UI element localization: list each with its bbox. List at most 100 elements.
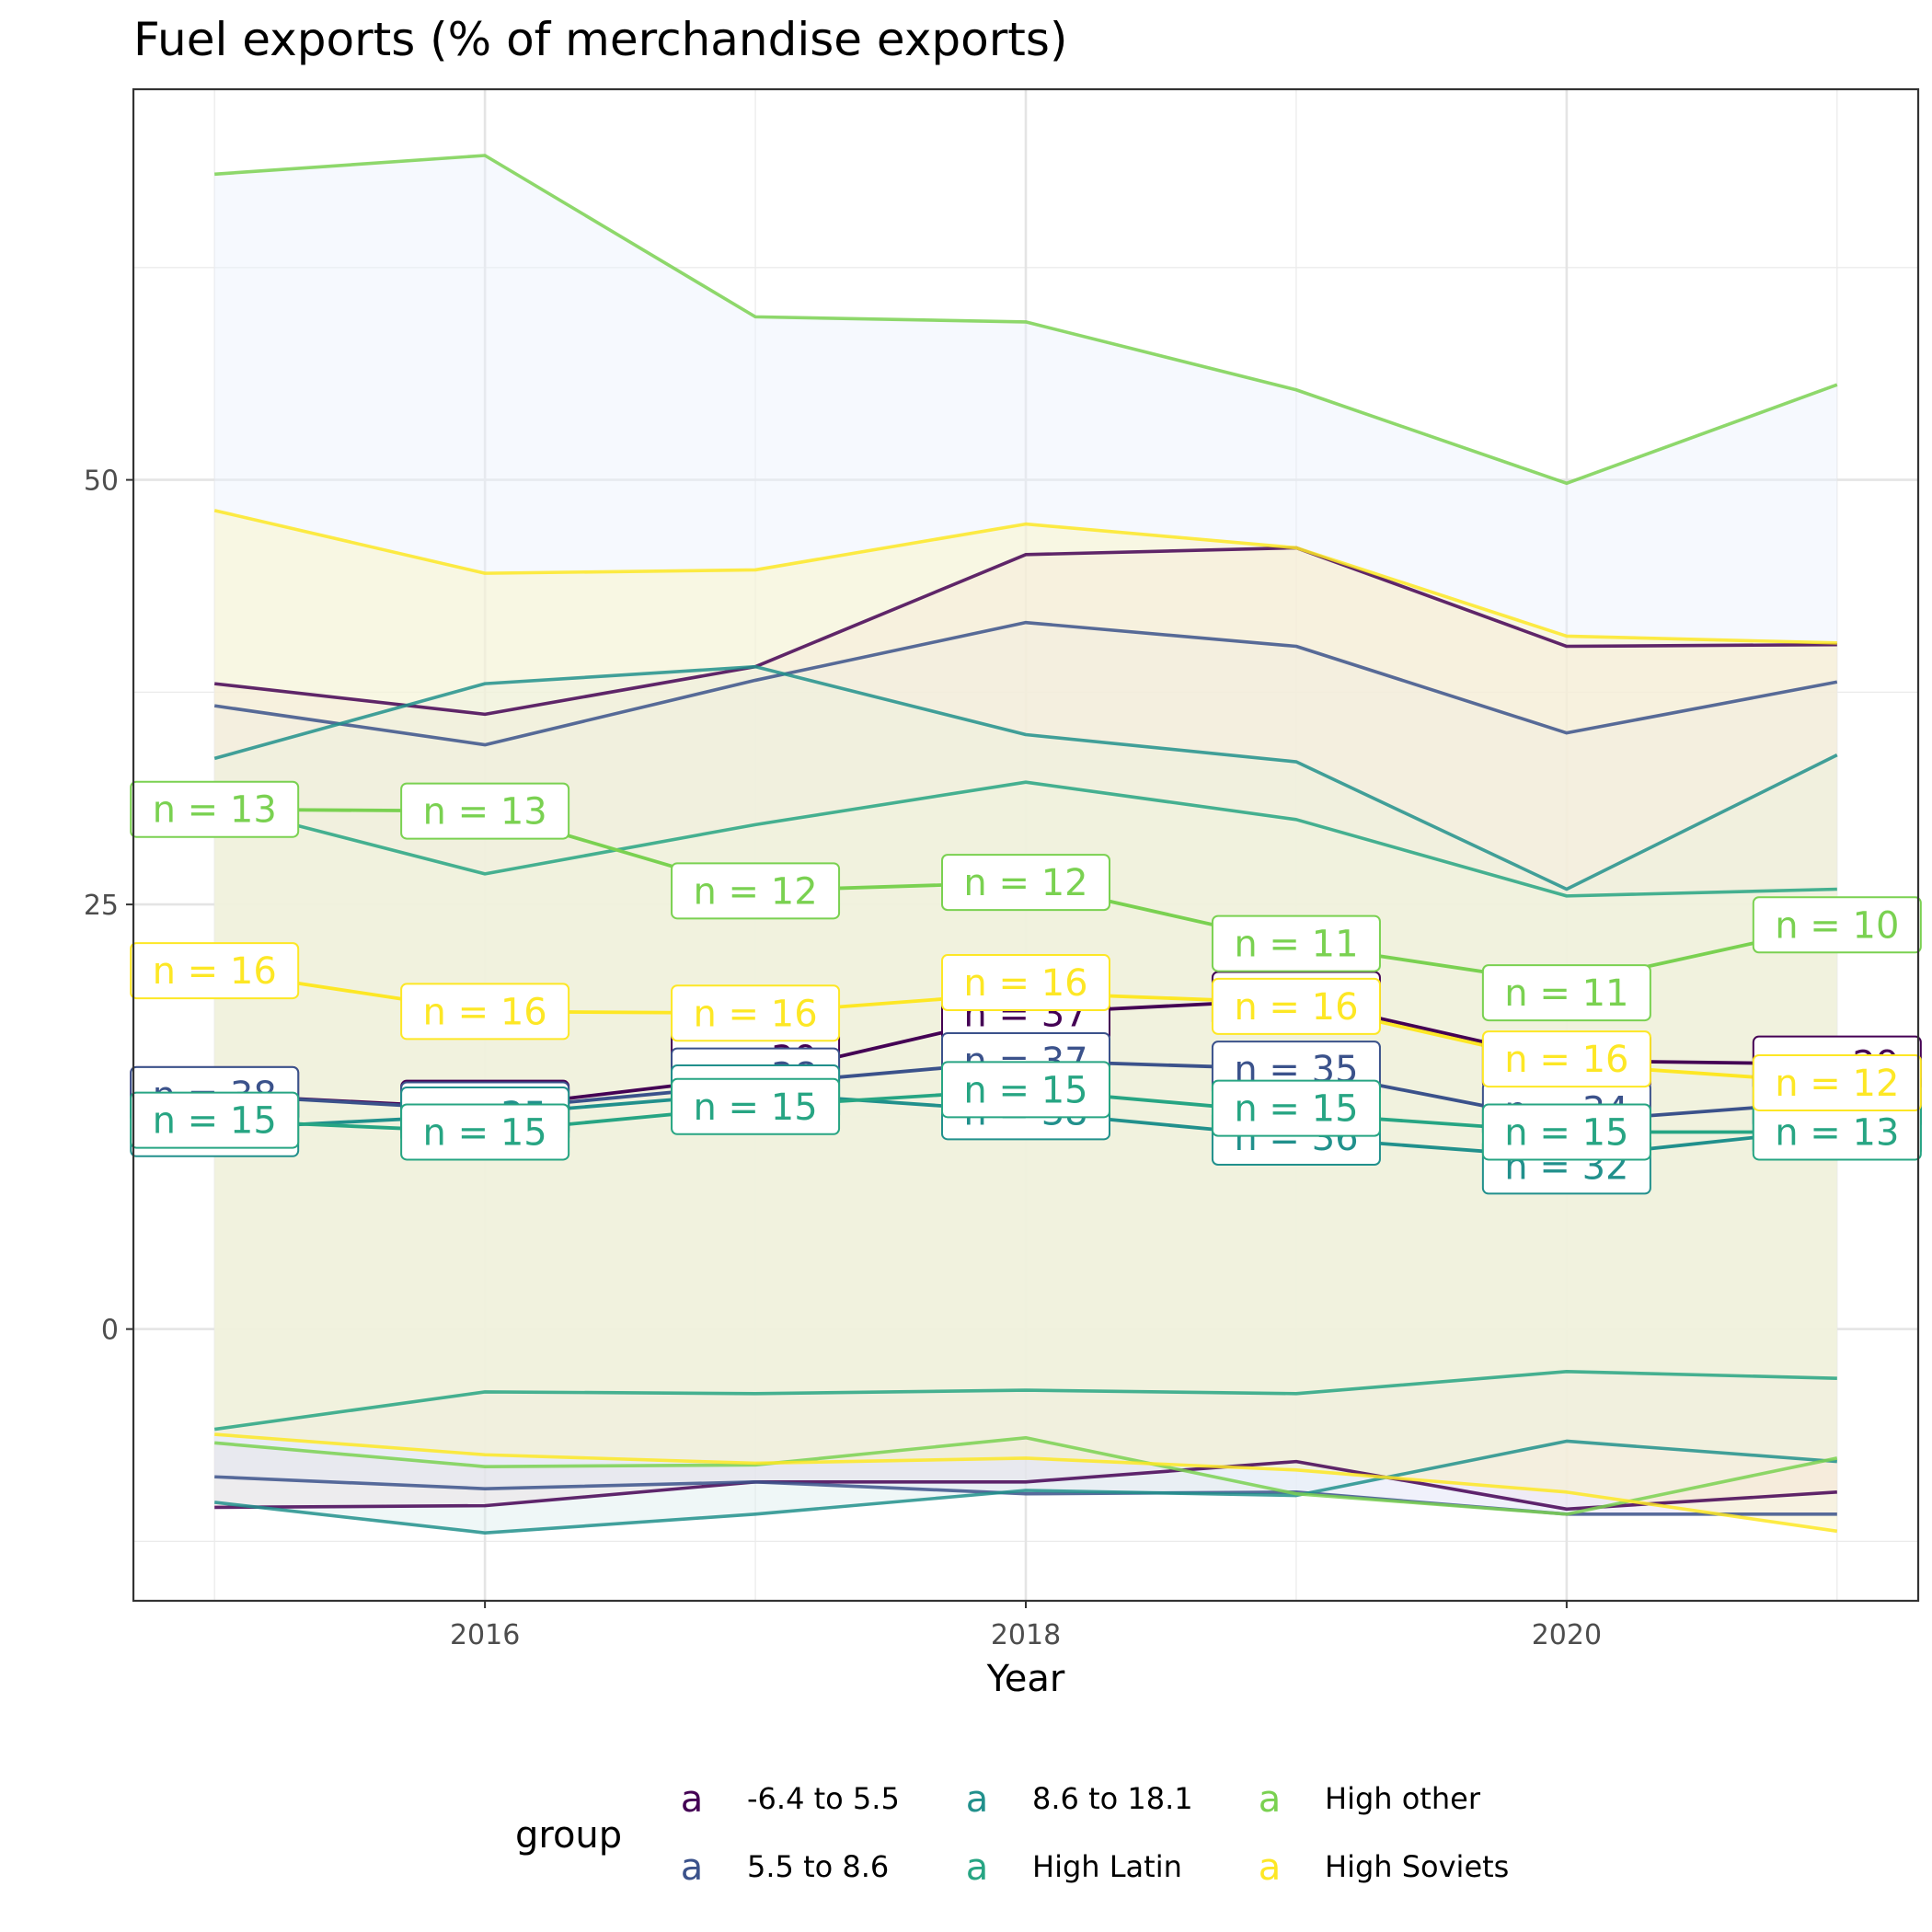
count-label: n = 15 — [941, 1061, 1110, 1119]
legend-label: -6.4 to 5.5 — [747, 1781, 900, 1816]
legend-key-glyph: a — [1259, 1778, 1282, 1821]
count-label-text: n = 16 — [1234, 986, 1358, 1029]
count-label: n = 13 — [400, 782, 570, 840]
count-labels: n = 38n = 35n = 39n = 37n = 33n = 30n = … — [130, 780, 1922, 1195]
count-label-text: n = 12 — [693, 870, 817, 913]
count-label: n = 12 — [671, 862, 841, 920]
count-label-text: n = 15 — [423, 1111, 547, 1154]
legend-item: a -6.4 to 5.5 — [681, 1778, 900, 1821]
count-label-box — [671, 862, 841, 920]
count-label: n = 11 — [1211, 914, 1381, 972]
upper-line-1 — [213, 546, 1837, 717]
count-label-box — [1481, 964, 1651, 1022]
count-label: n = 12 — [1752, 1053, 1922, 1111]
count-label-text: n = 12 — [1775, 1063, 1899, 1105]
count-label-text: n = 11 — [1234, 924, 1358, 966]
upper-line-4 — [213, 780, 1837, 898]
count-label-text: n = 12 — [963, 862, 1087, 904]
legend-label: 5.5 to 8.6 — [747, 1849, 889, 1884]
legend-key-glyph: a — [966, 1846, 989, 1889]
count-label-text: n = 16 — [963, 962, 1087, 1005]
count-label: n = 16 — [1481, 1030, 1651, 1088]
count-label-text: n = 15 — [153, 1100, 277, 1143]
count-label-box — [941, 854, 1110, 912]
count-label-box — [130, 780, 300, 838]
count-label-text: n = 16 — [153, 950, 277, 993]
count-label-text: n = 15 — [1234, 1088, 1358, 1131]
count-label: n = 15 — [130, 1091, 300, 1149]
count-label-text: n = 15 — [693, 1087, 817, 1129]
count-label: n = 11 — [1481, 964, 1651, 1022]
count-label-box — [1211, 914, 1381, 972]
count-label-box — [130, 1091, 300, 1149]
y-axis-ticks: 0 25 50 — [84, 466, 133, 1347]
count-label-text: n = 16 — [693, 993, 817, 1035]
legend-label: 8.6 to 18.1 — [1032, 1781, 1193, 1816]
count-label-text: n = 16 — [1504, 1039, 1628, 1081]
lower-line-4 — [213, 1369, 1837, 1432]
count-label: n = 16 — [1211, 977, 1381, 1035]
count-label-box — [1211, 1079, 1381, 1137]
lower-line-6 — [214, 1432, 1838, 1534]
legend-item: a 5.5 to 8.6 — [681, 1846, 890, 1889]
lower-line-3 — [213, 1439, 1837, 1535]
count-label-text: n = 13 — [423, 791, 547, 834]
count-label-box — [1752, 896, 1922, 954]
count-label: n = 15 — [400, 1103, 570, 1161]
count-label: n = 13 — [1752, 1103, 1922, 1161]
count-label-box — [941, 954, 1110, 1012]
bound-lines — [213, 154, 1838, 1535]
legend-key-glyph: a — [681, 1846, 704, 1889]
legend-key-glyph: a — [966, 1778, 989, 1821]
count-label-text: n = 15 — [1504, 1111, 1628, 1154]
upper-line-6 — [213, 509, 1837, 645]
legend-item: a High other — [1259, 1778, 1481, 1821]
legend-key-glyph: a — [681, 1778, 704, 1821]
x-tick-label: 2016 — [450, 1619, 520, 1651]
chart-title: Fuel exports (% of merchandise exports) — [133, 13, 1067, 66]
count-label: n = 12 — [941, 854, 1110, 912]
count-label-text: n = 15 — [963, 1069, 1087, 1111]
legend-label: High other — [1325, 1781, 1481, 1816]
count-label-box — [671, 984, 841, 1042]
lower-line-5 — [214, 1435, 1838, 1516]
x-axis-ticks: 2016 2018 2020 — [450, 1601, 1602, 1651]
count-label-text: n = 11 — [1504, 972, 1628, 1015]
lower-line-1 — [214, 1459, 1837, 1512]
legend: group a -6.4 to 5.5 a 5.5 to 8.6 a 8.6 to 18.… — [515, 1778, 1509, 1889]
count-label: n = 15 — [671, 1077, 841, 1135]
count-label-text: n = 13 — [1775, 1111, 1899, 1154]
count-label-text: n = 10 — [1775, 904, 1899, 947]
count-label: n = 10 — [1752, 896, 1922, 954]
legend-label: High Latin — [1032, 1849, 1182, 1884]
ribbon-5 — [214, 155, 1837, 1514]
count-label: n = 16 — [130, 942, 300, 1000]
legend-item: a High Latin — [966, 1846, 1182, 1889]
upper-line-3 — [213, 664, 1838, 891]
legend-title: group — [515, 1814, 622, 1857]
count-label-box — [1211, 977, 1381, 1035]
count-label-text: n = 13 — [153, 789, 277, 832]
x-axis-title: Year — [986, 1658, 1065, 1700]
count-label: n = 15 — [1211, 1079, 1381, 1137]
count-label-text: n = 16 — [423, 991, 547, 1033]
count-label: n = 16 — [671, 984, 841, 1042]
count-label: n = 16 — [400, 983, 570, 1041]
x-tick-label: 2018 — [991, 1619, 1061, 1651]
count-label-box — [1481, 1030, 1651, 1088]
upper-line-5 — [214, 154, 1838, 486]
count-label-box — [671, 1077, 841, 1135]
count-label-box — [1481, 1103, 1651, 1161]
legend-items: a -6.4 to 5.5 a 5.5 to 8.6 a 8.6 to 18.1 a High… — [681, 1778, 1510, 1889]
count-label: n = 13 — [130, 780, 300, 838]
count-label-box — [130, 942, 300, 1000]
count-label-box — [400, 983, 570, 1041]
x-tick-label: 2020 — [1532, 1619, 1602, 1651]
count-label: n = 16 — [941, 954, 1110, 1012]
y-tick-label: 0 — [101, 1315, 119, 1347]
count-label-box — [1752, 1053, 1922, 1111]
legend-item: a 8.6 to 18.1 — [966, 1778, 1193, 1821]
legend-item: a High Soviets — [1259, 1846, 1510, 1889]
upper-line-2 — [213, 620, 1838, 747]
